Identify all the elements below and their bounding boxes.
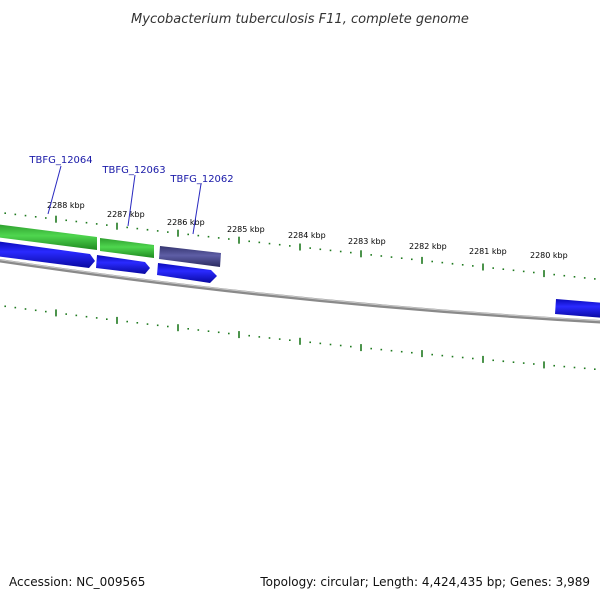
gene-label-callouts xyxy=(47,165,202,235)
map-title: Mycobacterium tuberculosis F11, complete… xyxy=(131,12,469,27)
accession-text: Accession: NC_009565 xyxy=(9,575,145,589)
gene-feature-blue[interactable] xyxy=(96,255,150,274)
scale-label: 2287 kbp xyxy=(107,210,145,219)
gene-feature-purple[interactable] xyxy=(159,246,221,267)
genome-summary-text: Topology: circular; Length: 4,424,435 bp… xyxy=(259,575,590,589)
scale-label: 2281 kbp xyxy=(469,247,507,256)
genome-backbone-highlight xyxy=(0,259,600,322)
scale-label: 2285 kbp xyxy=(227,225,265,234)
gene-label[interactable]: TBFG_12064 xyxy=(28,155,92,166)
scale-label: 2283 kbp xyxy=(348,237,386,246)
gene-feature-blue[interactable] xyxy=(157,263,217,283)
genome-backbone xyxy=(0,258,600,324)
gene-label[interactable]: TBFG_12062 xyxy=(169,174,233,185)
scale-label: 2286 kbp xyxy=(167,218,205,227)
outer-tick-row xyxy=(4,212,596,280)
gene-feature-green[interactable] xyxy=(100,238,154,258)
scale-label: 2284 kbp xyxy=(288,231,326,240)
gene-feature-blue[interactable] xyxy=(0,241,95,268)
gene-feature-blue[interactable] xyxy=(555,299,600,318)
scale-label: 2282 kbp xyxy=(409,242,447,251)
inner-tick-row xyxy=(4,305,596,370)
scale-labels: 2288 kbp 2287 kbp 2286 kbp 2285 kbp 2284… xyxy=(47,201,568,260)
gene-label[interactable]: TBFG_12063 xyxy=(101,165,165,176)
gene-feature-green[interactable] xyxy=(0,224,97,250)
scale-label: 2280 kbp xyxy=(530,251,568,260)
gene-labels: TBFG_12064 TBFG_12063 TBFG_12062 xyxy=(28,155,233,185)
scale-label: 2288 kbp xyxy=(47,201,85,210)
